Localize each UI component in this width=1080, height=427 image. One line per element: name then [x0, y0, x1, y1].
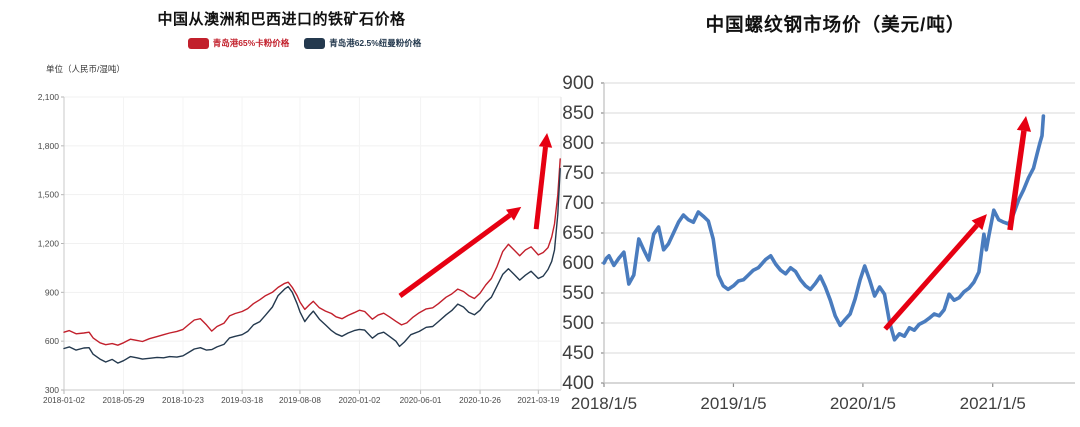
y-tick-label: 600: [45, 336, 59, 346]
y-tick-label: 900: [562, 73, 594, 94]
iron-ore-unit-label: 单位（人民币/湿吨）: [46, 64, 125, 74]
x-tick-label: 2020-01-02: [339, 396, 381, 405]
y-tick-label: 550: [562, 283, 594, 304]
x-tick-label: 2018-10-23: [162, 396, 204, 405]
series-rebar-price: [602, 114, 1046, 342]
x-tick-label: 2018-01-02: [43, 396, 85, 405]
y-tick-label: 500: [562, 313, 594, 334]
y-tick-label: 850: [562, 103, 594, 124]
x-tick-label: 2018/1/5: [571, 394, 637, 413]
y-tick-label: 1,800: [38, 141, 60, 151]
x-tick-label: 2020-06-01: [400, 396, 442, 405]
legend-label-65-kafen: 青岛港65%卡粉价格: [212, 38, 290, 48]
trend-arrow-shaft-2: [533, 146, 548, 230]
y-tick-label: 800: [562, 133, 594, 154]
trend-arrow-shaft-1: [398, 213, 512, 298]
rebar-chart-section: 中国螺纹钢市场价（美元/吨） 400 450 500 550 600 650 700 750 8…: [555, 0, 1080, 427]
legend-swatch-red: [187, 37, 209, 49]
y-tick-label: 650: [562, 223, 594, 244]
series-qingdao-65-kafen: [63, 158, 561, 346]
y-tick-label: 600: [562, 253, 594, 274]
trend-arrow-head-1: [505, 206, 522, 221]
y-tick-label: 1,200: [38, 239, 60, 249]
iron-ore-chart-title: 中国从澳洲和巴西进口的铁矿石价格: [157, 11, 406, 28]
trend-arrow-head-1: [971, 214, 987, 231]
x-tick-label: 2020-10-26: [459, 396, 501, 405]
series-qingdao-625-newman: [63, 167, 561, 364]
x-tick-label: 2019-03-18: [221, 396, 263, 405]
iron-ore-chart-section: 中国从澳洲和巴西进口的铁矿石价格 青岛港65%卡粉价格 青岛港62.5%纽曼粉价…: [0, 11, 563, 405]
trend-arrow-head-2: [538, 133, 553, 148]
y-tick-label: 700: [562, 193, 594, 214]
y-tick-label: 2,100: [38, 92, 60, 102]
legend-swatch-navy: [304, 37, 326, 49]
iron-ore-chart-plot: 300 600 900 1,200 1,500 1,800 2,100 2018-01-02 2…: [38, 92, 562, 405]
legend-label-625-newman: 青岛港62.5%纽曼粉价格: [329, 38, 422, 48]
trend-arrow-shaft-2: [1007, 130, 1027, 231]
y-tick-label: 1,500: [38, 190, 60, 200]
y-tick-label: 750: [562, 163, 594, 184]
y-tick-label: 300: [45, 385, 59, 395]
y-tick-label: 900: [45, 287, 59, 297]
y-tick-label: 400: [562, 373, 594, 394]
x-tick-label: 2021-03-19: [517, 396, 559, 405]
x-tick-label: 2019/1/5: [700, 394, 766, 413]
legend-item-625-newman: 青岛港62.5%纽曼粉价格: [304, 37, 421, 49]
legend-item-65-kafen: 青岛港65%卡粉价格: [187, 37, 290, 49]
iron-ore-legend: 青岛港65%卡粉价格 青岛港62.5%纽曼粉价格: [0, 37, 563, 49]
rebar-chart-plot: 400 450 500 550 600 650 700 750 800 850 900 2018/1/…: [562, 73, 1075, 413]
x-tick-label: 2020/1/5: [830, 394, 896, 413]
x-tick-label: 2018-05-29: [103, 396, 145, 405]
x-tick-label: 2019-08-08: [279, 396, 321, 405]
y-tick-label: 450: [562, 343, 594, 364]
x-tick-label: 2021/1/5: [960, 394, 1026, 413]
trend-arrow-shaft-1: [883, 223, 979, 331]
rebar-chart-title: 中国螺纹钢市场价（美元/吨）: [705, 14, 966, 35]
trend-arrow-head-2: [1016, 116, 1032, 132]
